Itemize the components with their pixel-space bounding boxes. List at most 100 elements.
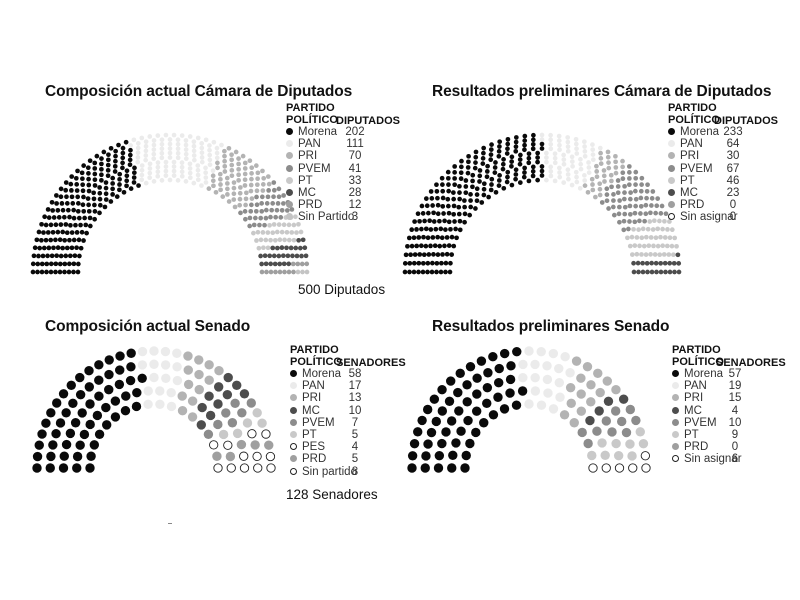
seat-pt <box>648 235 654 240</box>
seat-prd <box>299 261 305 267</box>
legend-value: 67 <box>726 162 740 175</box>
seat-mc <box>299 253 304 259</box>
seat-pvem <box>655 196 661 201</box>
seat-pri <box>217 171 223 177</box>
seat-pt <box>298 229 304 235</box>
seat-pri <box>236 177 241 183</box>
seat-morena <box>420 211 426 216</box>
seat-pan <box>171 168 177 174</box>
seat-morena <box>75 194 81 200</box>
seat-morena <box>521 174 527 180</box>
legend-value: 9 <box>731 428 739 441</box>
seat-pri <box>611 385 621 395</box>
legend-swatch-pt <box>668 176 675 184</box>
seat-morena <box>513 176 518 182</box>
seat-pvem <box>627 170 632 175</box>
legend-swatch-morena <box>672 370 679 377</box>
seat-morena <box>34 237 40 243</box>
seat-pt <box>666 252 672 257</box>
seat-morena <box>440 188 446 194</box>
seat-pvem <box>627 219 632 224</box>
seat-morena <box>91 196 97 202</box>
legend-swatch-pt <box>672 430 679 438</box>
seat-mc <box>293 245 299 251</box>
seat-morena <box>103 197 109 202</box>
seat-morena <box>99 177 104 183</box>
legend-swatch-pvem <box>668 164 675 172</box>
seat-mc <box>262 253 268 259</box>
seat-pri <box>238 185 243 190</box>
seat-morena <box>87 215 93 221</box>
legend-item-sin-partido: Sin Partido 3 <box>286 211 358 223</box>
seat-mc <box>270 245 276 251</box>
seat-pvem <box>275 201 281 206</box>
seat-morena <box>50 208 56 213</box>
seat-pri <box>598 161 604 166</box>
legend-label: PT <box>684 428 699 441</box>
seat-morena <box>457 196 463 202</box>
seat-pri <box>576 406 587 416</box>
seat-pan <box>139 167 145 173</box>
seat-pri <box>243 196 249 202</box>
seat-pri <box>215 160 220 166</box>
seat-morena <box>447 463 457 473</box>
seat-morena <box>53 269 58 275</box>
seat-morena <box>44 261 50 267</box>
seat-sin-partido <box>266 463 276 473</box>
seat-pan <box>187 161 193 167</box>
legend-header-party: PARTIDO POLÍTICO <box>290 344 342 368</box>
seat-pri <box>237 190 243 196</box>
seat-pvem <box>269 207 275 213</box>
seat-pan <box>147 166 153 171</box>
seat-morena <box>417 218 422 224</box>
seat-sin-asignar <box>641 463 651 473</box>
seat-morena <box>86 188 92 194</box>
seat-morena <box>63 222 69 227</box>
legend-value: 4 <box>351 441 359 454</box>
seat-pan <box>590 142 595 147</box>
seat-pan <box>175 141 181 147</box>
legend-value: 23 <box>726 186 740 199</box>
seat-morena <box>84 230 89 236</box>
seat-pan <box>574 146 579 152</box>
seat-morena <box>43 237 49 243</box>
seat-mc <box>276 253 282 259</box>
seat-pvem <box>599 200 605 205</box>
seat-pt <box>627 243 633 249</box>
seat-morena <box>530 164 536 170</box>
seat-pri <box>566 398 576 409</box>
seat-morena <box>110 175 116 181</box>
seat-pan <box>195 135 201 141</box>
seat-pvem <box>622 204 628 210</box>
seat-mc <box>640 269 646 275</box>
seat-pvem <box>227 418 238 428</box>
seat-pri <box>559 410 570 420</box>
seat-pvem <box>583 438 593 449</box>
seat-morena <box>103 180 109 185</box>
seat-pan <box>159 155 165 161</box>
seat-pan <box>183 156 189 162</box>
seat-pri <box>210 178 216 184</box>
seat-mc <box>288 245 294 251</box>
legend-value: 8 <box>351 465 359 478</box>
seat-morena <box>497 173 502 178</box>
seat-pan <box>573 141 579 147</box>
seat-pvem <box>622 190 627 195</box>
seat-morena <box>132 387 142 398</box>
seat-pri <box>183 351 193 361</box>
seat-morena <box>76 237 82 243</box>
seat-sin-partido <box>252 451 262 462</box>
seat-pvem <box>658 211 664 216</box>
seat-pan <box>565 144 571 150</box>
legend-label: Morena <box>298 126 337 138</box>
seat-pri <box>620 158 625 164</box>
seat-sin-partido <box>265 451 276 462</box>
seat-morena <box>53 261 59 267</box>
seat-morena <box>60 207 66 213</box>
seat-morena <box>105 157 111 163</box>
seat-morena <box>447 269 453 275</box>
seat-pri <box>194 355 204 365</box>
seat-mc <box>676 269 682 275</box>
seat-morena <box>131 175 137 180</box>
seat-pt <box>636 227 641 232</box>
